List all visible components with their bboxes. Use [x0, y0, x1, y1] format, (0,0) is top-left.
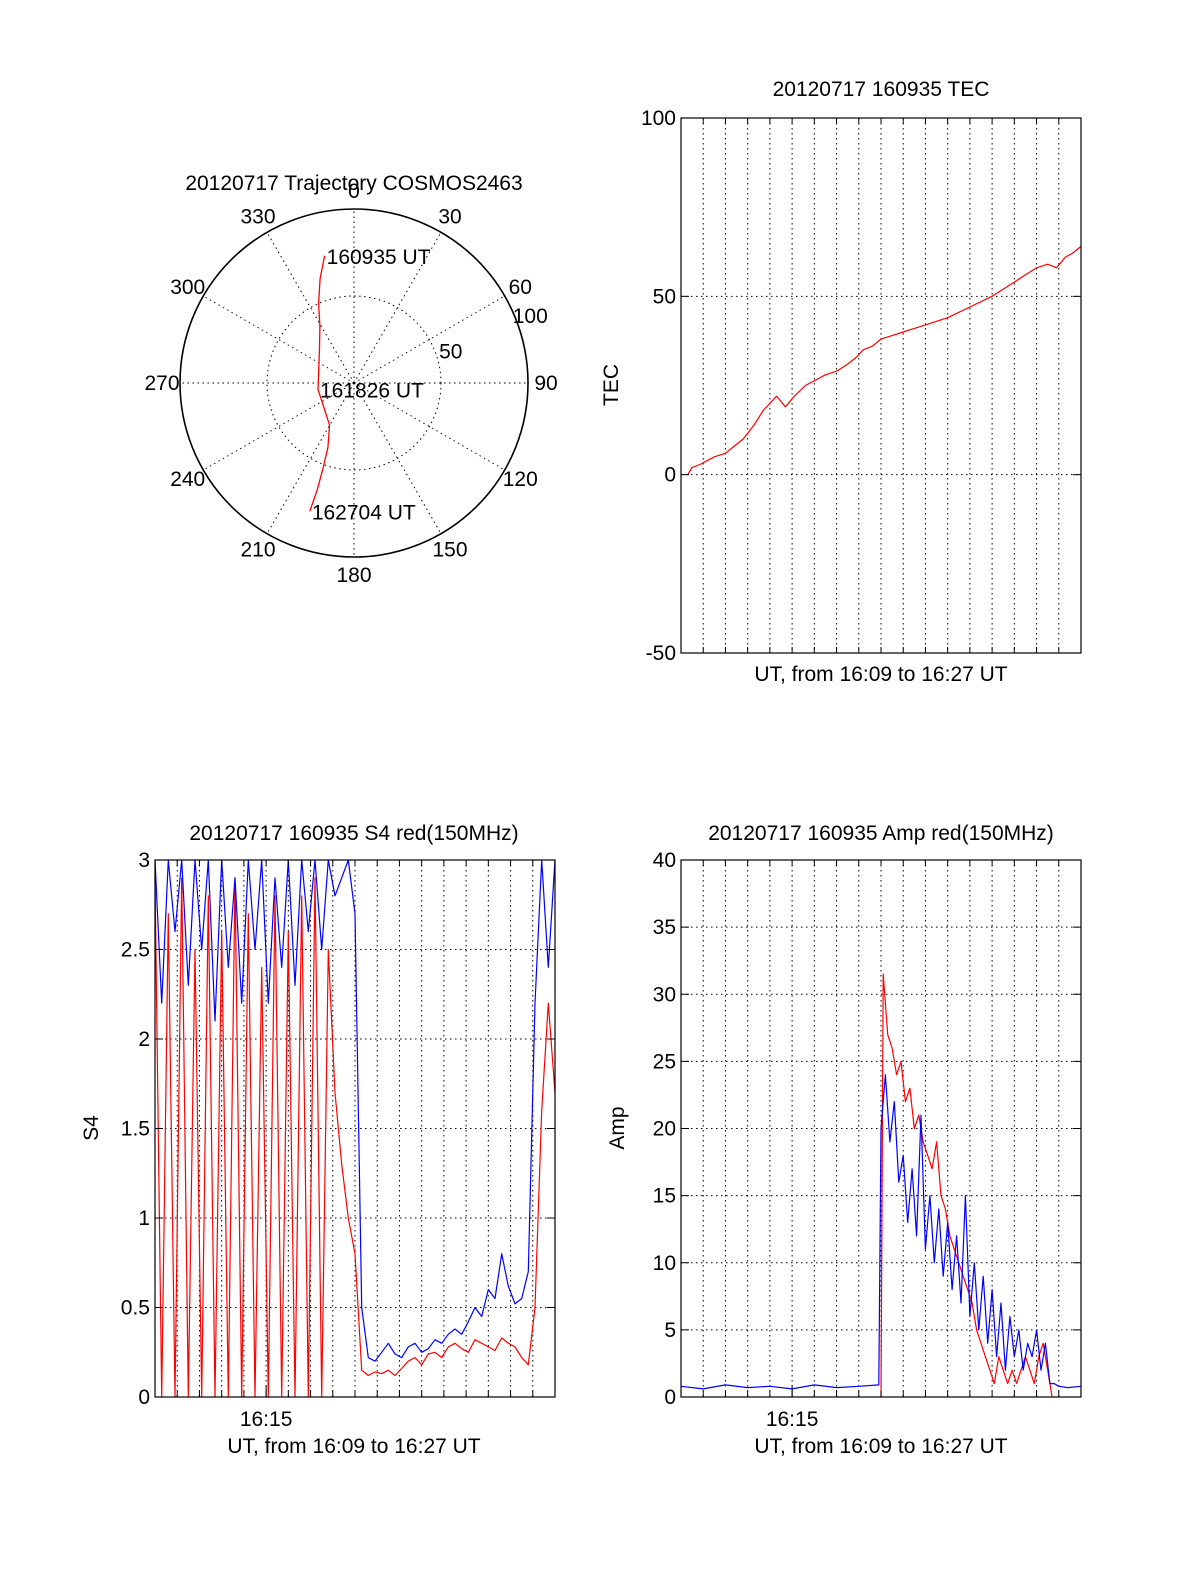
y-tick-label: 40 [653, 849, 676, 872]
polar-angle-label: 330 [240, 206, 275, 229]
s4-grid [155, 860, 555, 1397]
polar-spoke-210 [266, 382, 355, 534]
amp-xlabel: UT, from 16:09 to 16:27 UT [754, 1435, 1007, 1458]
polar-radial-labels: 50 100 [439, 305, 548, 363]
series-line-red [880, 973, 1053, 1398]
polar-angle-label: 210 [240, 538, 275, 561]
polar-title: 20120717 Trajectory COSMOS2463 [185, 172, 522, 195]
polar-annotations: 160935 UT 161826 UT 162704 UT [312, 246, 431, 524]
polar-angle-label: 30 [438, 206, 461, 229]
y-tick-label: 5 [664, 1319, 676, 1342]
polar-angle-label: 0 [348, 180, 360, 203]
y-tick-label: 10 [653, 1252, 676, 1275]
polar-angle-label: 60 [509, 276, 532, 299]
amp-ylabel: Amp [606, 1106, 629, 1149]
y-tick-label: 0 [664, 1386, 676, 1409]
polar-outer-ring [179, 208, 529, 558]
tec-grid [681, 118, 1081, 653]
polar-angle-labels: 0 30 60 90 120 150 180 210 240 270 300 330 [144, 180, 557, 587]
y-tick-label: 0 [664, 464, 676, 487]
y-tick-label: 0.5 [121, 1297, 150, 1320]
series-line-red [687, 245, 1082, 476]
y-tick-label: 2 [138, 1028, 150, 1051]
polar-spoke-30 [353, 232, 442, 384]
polar-angle-label: 270 [144, 372, 179, 395]
polar-angle-label: 90 [534, 372, 557, 395]
y-tick-label: 3 [138, 849, 150, 872]
polar-angle-label: 120 [503, 468, 538, 491]
polar-spoke-60 [353, 295, 505, 384]
polar-time-annotation: 161826 UT [320, 379, 424, 402]
s4-title: 20120717 160935 S4 red(150MHz) [189, 822, 518, 845]
polar-time-annotation: 160935 UT [327, 246, 431, 269]
tec-chart: 20120717 160935 TEC -50 0 50 100 UT, from 1… [600, 78, 1082, 686]
tec-x-ticks [702, 118, 1060, 653]
polar-grid [179, 208, 529, 558]
polar-radial-label: 100 [513, 305, 548, 328]
polar-radial-label: 50 [439, 340, 462, 363]
tec-xlabel: UT, from 16:09 to 16:27 UT [754, 663, 1007, 686]
x-tick-label: 16:15 [766, 1408, 819, 1431]
y-tick-label: 0 [138, 1386, 150, 1409]
s4-chart: 20120717 160935 S4 red(150MHz) 0 0.5 1 1.5 2… [80, 822, 556, 1458]
y-tick-label: -50 [646, 642, 676, 665]
polar-angle-label: 240 [170, 468, 205, 491]
y-tick-label: 20 [653, 1118, 676, 1141]
polar-time-annotation: 162704 UT [312, 501, 416, 524]
amp-y-ticks: 0 5 10 15 20 25 30 35 40 [653, 849, 1081, 1409]
y-tick-label: 2.5 [121, 939, 150, 962]
tec-ylabel: TEC [600, 364, 623, 406]
y-tick-label: 50 [653, 285, 676, 308]
s4-y-ticks: 0 0.5 1 1.5 2 2.5 3 [121, 849, 555, 1409]
y-tick-label: 1.5 [121, 1118, 150, 1141]
polar-angle-label: 150 [432, 538, 467, 561]
y-tick-label: 1 [138, 1207, 150, 1230]
polar-trajectory-chart: 20120717 Trajectory COSMOS2463 0 30 60 90 12… [144, 172, 557, 587]
polar-angle-label: 180 [336, 564, 371, 587]
s4-x-ticks: 16:15 [176, 860, 534, 1431]
s4-ylabel: S4 [80, 1115, 103, 1141]
tec-series [687, 245, 1082, 476]
amp-series [680, 973, 1082, 1398]
y-tick-label: 25 [653, 1050, 676, 1073]
polar-ring-0 [266, 295, 442, 471]
series-line-red [154, 877, 556, 1398]
series-line-blue [680, 1074, 1082, 1390]
tec-y-ticks: -50 0 50 100 [641, 107, 1081, 665]
polar-spoke-240 [203, 382, 355, 471]
y-tick-label: 35 [653, 916, 676, 939]
polar-spoke-300 [203, 295, 355, 384]
y-tick-label: 30 [653, 983, 676, 1006]
tec-title: 20120717 160935 TEC [773, 78, 990, 101]
amp-x-ticks: 16:15 [702, 860, 1060, 1431]
y-tick-label: 100 [641, 107, 676, 130]
polar-spoke-120 [353, 382, 505, 471]
polar-series [309, 255, 331, 512]
polar-angle-label: 300 [170, 276, 205, 299]
amp-title: 20120717 160935 Amp red(150MHz) [708, 822, 1054, 845]
polar-trajectory-line [309, 255, 331, 512]
polar-spoke-330 [266, 232, 355, 384]
amp-chart: 20120717 160935 Amp red(150MHz) 0 5 10 15 20… [606, 822, 1082, 1458]
s4-xlabel: UT, from 16:09 to 16:27 UT [227, 1435, 480, 1458]
polar-spoke-150 [353, 382, 442, 534]
y-tick-label: 15 [653, 1185, 676, 1208]
x-tick-label: 16:15 [240, 1408, 293, 1431]
